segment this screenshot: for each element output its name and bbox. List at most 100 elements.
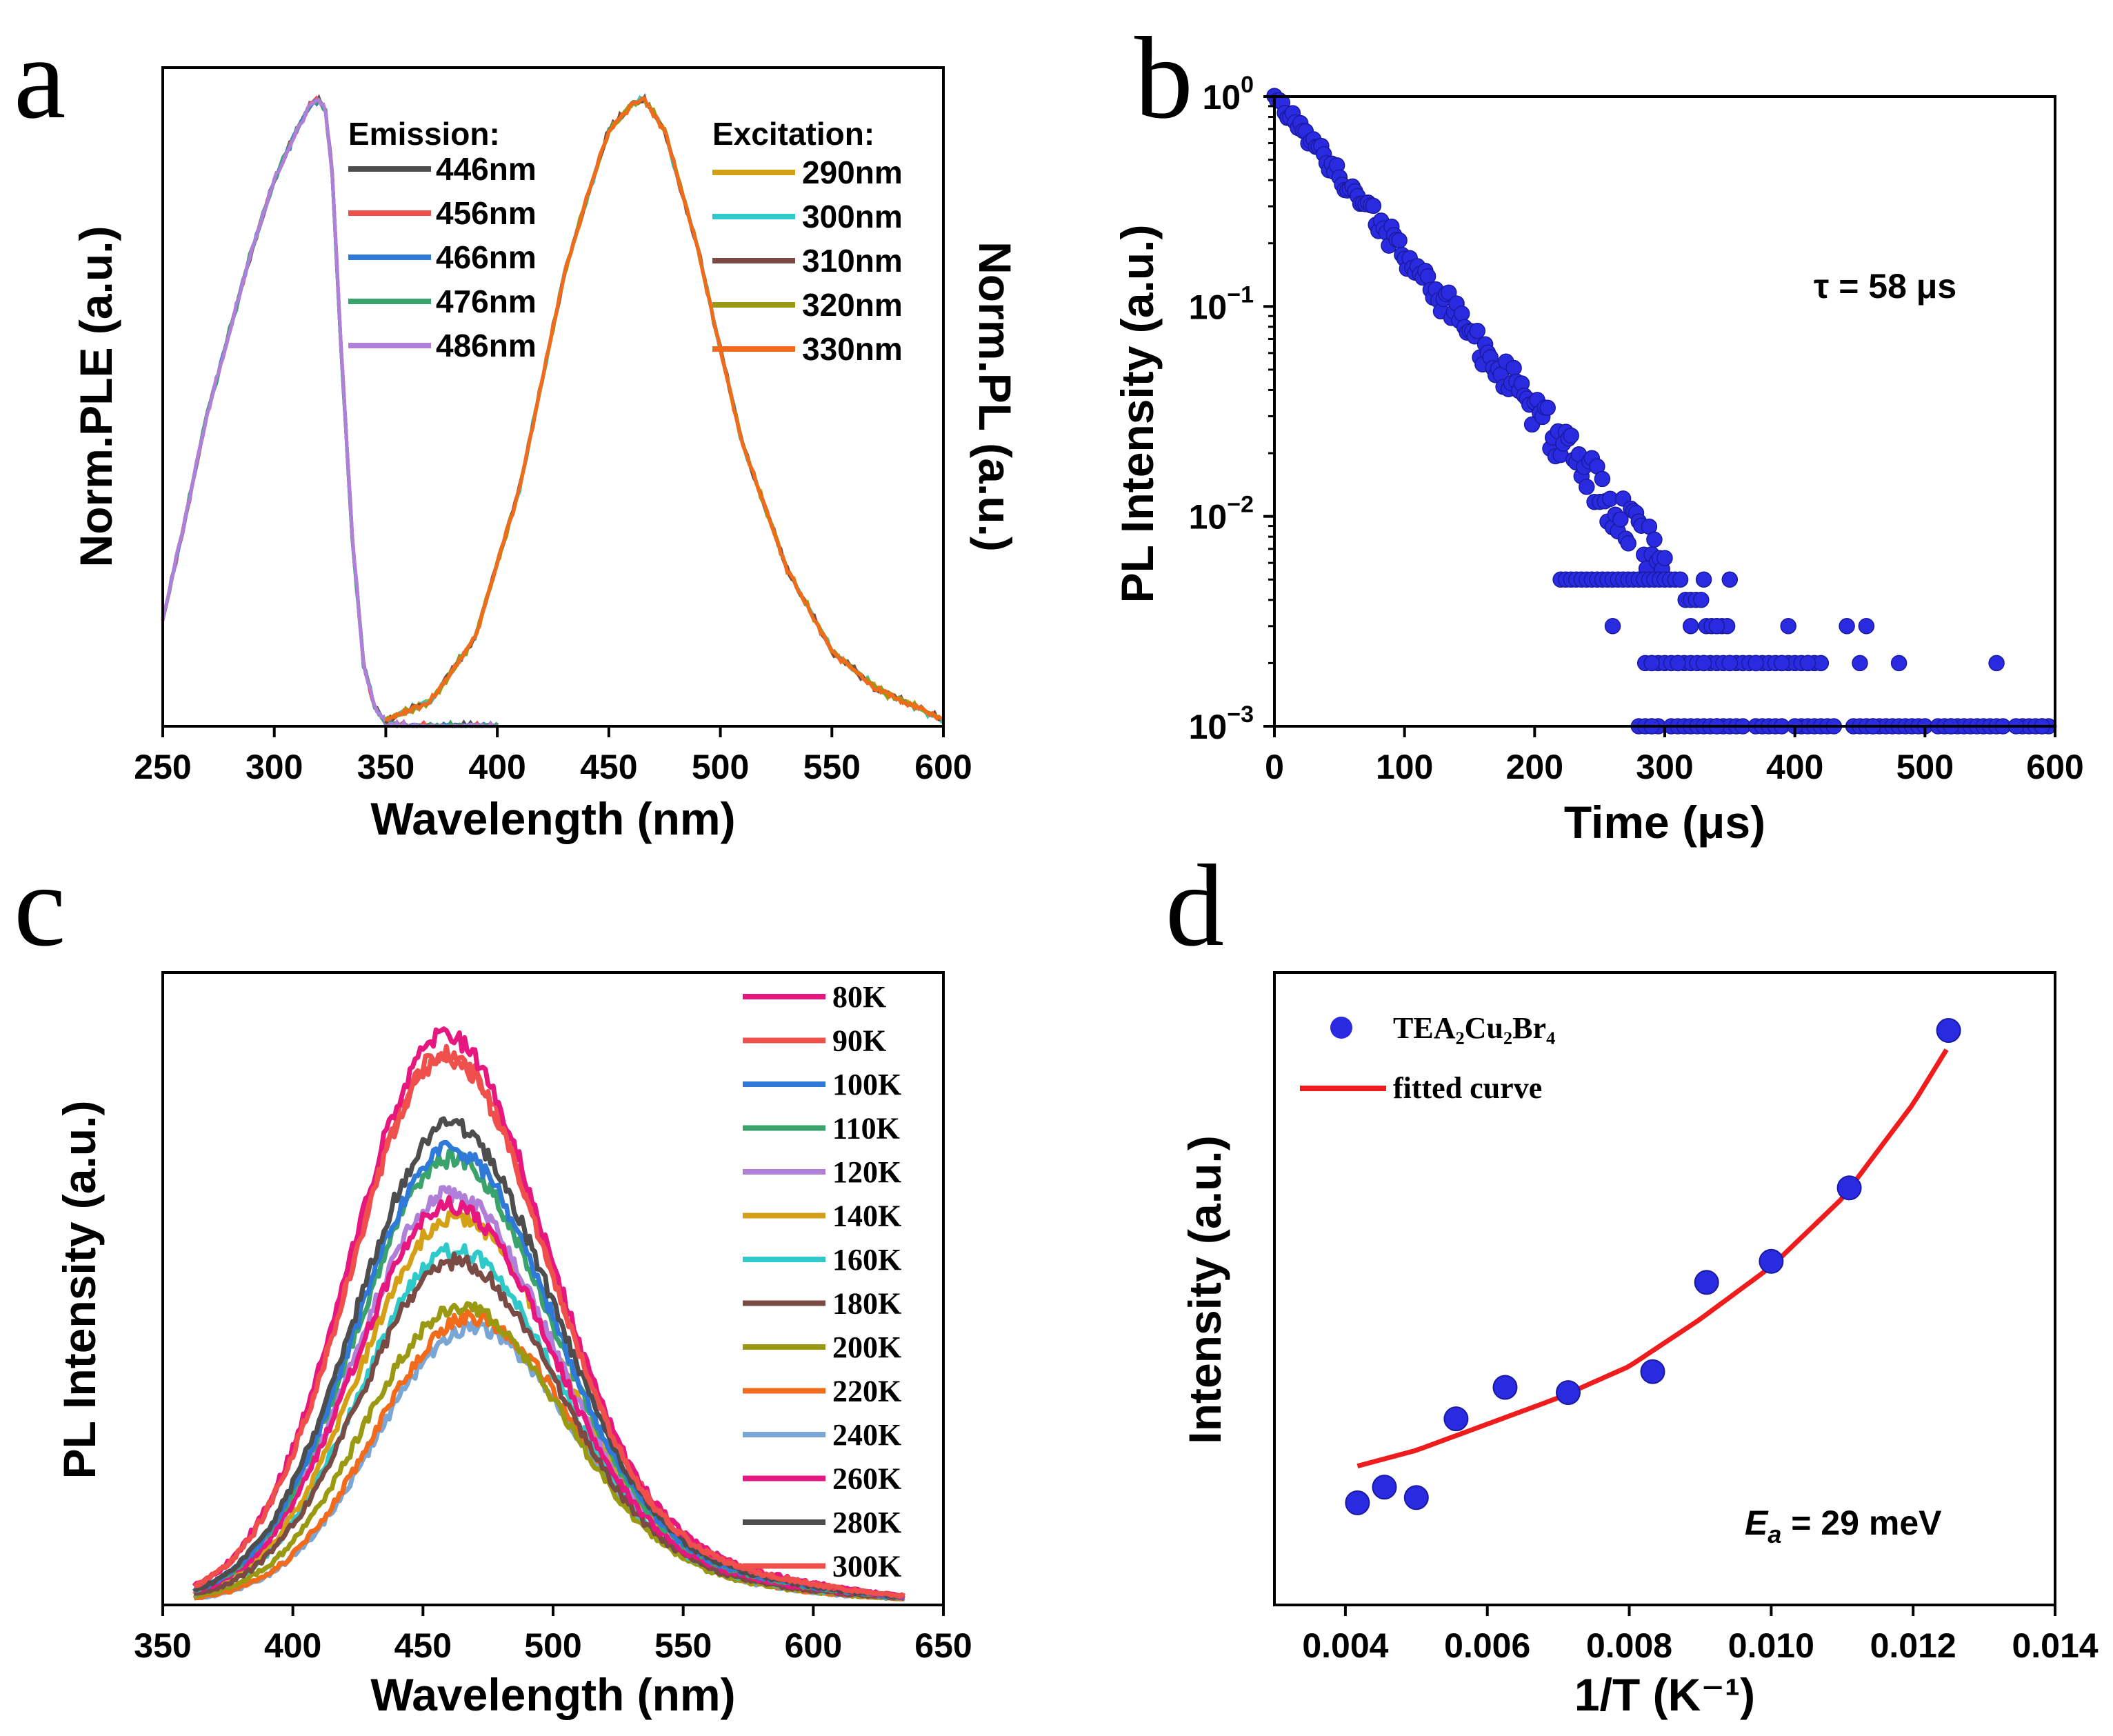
x-tick-label-600: 600 (2026, 748, 2083, 786)
x-tick-label-300: 300 (246, 748, 303, 786)
decay-point-281 (1839, 618, 1855, 635)
ple-series-456nm (161, 95, 499, 729)
decay-point-276 (1988, 655, 2005, 672)
decay-point-267 (1643, 655, 1660, 672)
legend-label-300K: 300K (832, 1550, 901, 1584)
panel-letter-b: b (1134, 13, 1193, 143)
pl-curve-300K (193, 1052, 906, 1599)
data-point-7 (1694, 1270, 1719, 1295)
decay-point-290 (1695, 571, 1712, 588)
panel-a-x-axis-title: Wavelength (nm) (370, 793, 735, 844)
x-tick-label-300: 300 (1636, 748, 1693, 786)
data-point-6 (1640, 1359, 1665, 1384)
x-tick-label-550: 550 (654, 1626, 712, 1665)
decay-point-279 (1708, 618, 1725, 635)
pl-series-330nm (385, 96, 944, 722)
panel-b-y-ticks: 100 10−1 10−2 10−3 (1189, 72, 1274, 746)
decay-point-78 (1469, 323, 1486, 339)
x-tick-label-0.008: 0.008 (1586, 1626, 1672, 1665)
panel-d-activation-energy-annotation: Ea = 29 meV (1745, 1504, 1942, 1548)
panel-b-y-axis-title: PL Intensity (a.u.) (1112, 225, 1163, 603)
legend-label-160K: 160K (832, 1243, 901, 1277)
panel-b-lifetime-annotation: τ = 58 μs (1814, 267, 1956, 306)
data-point-5 (1556, 1380, 1581, 1406)
decay-point-38 (1365, 197, 1382, 214)
legend-label-180K: 180K (832, 1287, 901, 1321)
data-point-8 (1759, 1248, 1784, 1274)
panel-b-frame (1273, 95, 2056, 728)
emission-legend-label-486nm: 486nm (436, 328, 537, 363)
pl-series-320nm (384, 96, 944, 721)
panel-b: b 0 100 200 300 400 500 600 100 10−1 10−2 10−3 Ti… (1112, 13, 2084, 848)
panel-c-x-ticks: 350 400 450 500 550 600 650 (134, 1605, 972, 1665)
decay-point-270 (1721, 655, 1739, 672)
panel-d-frame (1273, 971, 2056, 1606)
decay-point-274 (1852, 655, 1868, 672)
panel-b-plot-area (1266, 88, 2057, 735)
decay-point-150 (1656, 550, 1673, 566)
fitted-curve (1356, 1048, 1949, 1468)
decay-point-120 (1579, 479, 1595, 495)
decay-point-72 (1453, 306, 1470, 322)
y-tick-label-1: 10−1 (1189, 281, 1254, 326)
panel-a-emission-legend: 446nm 456nm 466nm 476nm 486nm (348, 151, 537, 363)
ple-series-486nm (161, 98, 498, 729)
emission-legend-label-456nm: 456nm (436, 195, 537, 231)
decay-point-273 (1799, 655, 1816, 672)
decay-point-133 (1612, 511, 1629, 528)
panel-d-x-ticks: 0.004 0.006 0.008 0.010 0.012 0.014 (1302, 1605, 2099, 1665)
excitation-legend-label-290nm: 290nm (802, 154, 903, 190)
pl-series-290nm (384, 97, 944, 723)
panel-a-x-ticks: 250 300 350 400 450 500 550 600 (134, 726, 972, 786)
x-tick-label-500: 500 (692, 748, 749, 786)
panel-letter-d: d (1165, 841, 1224, 970)
panel-d-legend-point-marker (1330, 1017, 1352, 1039)
panel-c-y-axis-title: PL Intensity (a.u.) (54, 1101, 105, 1479)
x-tick-label-0.006: 0.006 (1444, 1626, 1530, 1665)
data-point-9 (1836, 1175, 1862, 1201)
decay-point-136 (1620, 535, 1636, 552)
decay-point-269 (1695, 655, 1712, 672)
pl-series-300nm (385, 94, 945, 724)
panel-a-plot-area (161, 92, 945, 729)
panel-a-excitation-legend-title: Excitation: (712, 116, 874, 152)
panel-d-legend-points-label: TEA₂Cu₂Br₄ (1393, 1011, 1555, 1045)
legend-label-220K: 220K (832, 1375, 901, 1408)
decay-point-178 (1693, 592, 1710, 608)
panel-a-excitation-legend: 290nm 300nm 310nm 320nm 330nm (712, 154, 903, 367)
legend-label-260K: 260K (832, 1462, 901, 1496)
excitation-legend-label-330nm: 330nm (802, 331, 903, 367)
panel-a-frame (161, 66, 945, 728)
panel-a-y-axis-title-left: Norm.PLE (a.u.) (70, 226, 121, 567)
panel-c: c 350 400 450 500 550 600 650 Wavelength (nm) … (14, 841, 972, 1720)
decay-point-272 (1774, 655, 1790, 672)
excitation-legend-label-320nm: 320nm (802, 287, 903, 323)
emission-legend-label-466nm: 466nm (436, 239, 537, 275)
panel-b-x-axis-title: Time (μs) (1564, 797, 1765, 848)
x-tick-label-500: 500 (1896, 748, 1954, 786)
x-tick-label-600: 600 (914, 748, 972, 786)
data-point-1 (1372, 1475, 1397, 1500)
excitation-legend-label-300nm: 300nm (802, 199, 903, 235)
x-tick-label-450: 450 (580, 748, 637, 786)
x-tick-label-500: 500 (524, 1626, 581, 1665)
emission-legend-label-446nm: 446nm (436, 151, 537, 187)
x-tick-label-400: 400 (264, 1626, 321, 1665)
panel-d-legend-fit-label: fitted curve (1393, 1071, 1542, 1105)
decay-point-275 (1890, 655, 1907, 672)
y-tick-label-3: 10−3 (1189, 701, 1254, 746)
decay-point-67 (1441, 284, 1457, 301)
panel-c-legend: 80K 90K 100K 110K 120K 140K 160K 180K 200K 220K 24… (743, 980, 901, 1584)
decay-point-174 (1672, 571, 1689, 588)
legend-label-80K: 80K (832, 980, 886, 1014)
panel-d-legend: TEA₂Cu₂Br₄ fitted curve (1300, 1011, 1555, 1105)
x-tick-label-350: 350 (134, 1626, 191, 1665)
decay-point-105 (1539, 399, 1556, 417)
panel-a-y-axis-title-right: Norm.PL (a.u.) (970, 241, 1021, 552)
legend-label-280K: 280K (832, 1506, 901, 1539)
panel-letter-a: a (14, 13, 66, 143)
x-tick-label-200: 200 (1506, 748, 1563, 786)
panel-a: a 250 300 350 400 450 500 550 600 Wavelength (n… (14, 13, 1021, 844)
decay-point-278 (1682, 618, 1699, 635)
